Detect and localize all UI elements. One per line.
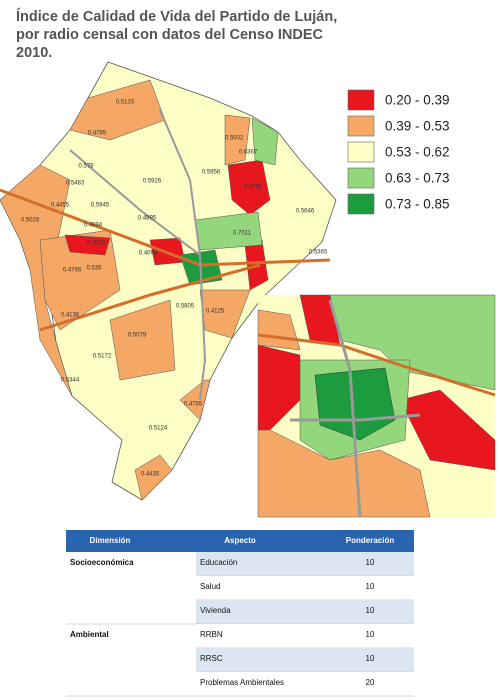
road [290, 413, 421, 422]
legend-label: 0.53 - 0.62 [385, 145, 450, 160]
map-label: 0.4792 [244, 185, 263, 191]
region-orange [224, 114, 251, 166]
dimension-cell: Socioeconómica [70, 558, 134, 567]
map-label: 0.5945 [91, 203, 110, 209]
map-label: 0.4785 [88, 131, 107, 137]
map-label: 0.4094 [139, 251, 158, 257]
title: Índice de Calidad de Vida del Partido de… [16, 9, 338, 61]
region-orange [134, 454, 173, 501]
region-orange [0, 164, 73, 397]
legend-swatch [347, 89, 375, 111]
legend-label: 0.39 - 0.53 [385, 119, 450, 134]
cell: 20 [366, 678, 375, 687]
row-bg [196, 648, 414, 672]
cell: 10 [366, 654, 375, 663]
region-red [227, 159, 271, 216]
row-bg [196, 672, 414, 696]
cell: RRSC [200, 654, 223, 663]
region-orange [257, 429, 431, 518]
map-label: 0.3613 [87, 241, 106, 247]
map-label: 0.7011 [233, 231, 252, 237]
legend-swatch [347, 115, 375, 137]
cell: Problemas Ambientales [200, 678, 284, 687]
region-red [257, 344, 301, 431]
legend-label: 0.73 - 0.85 [385, 197, 450, 212]
cell: Salud [200, 582, 220, 591]
map-label: 0.4994 [84, 223, 103, 229]
column-header: Dimensión [90, 536, 131, 545]
legend: 0.20 - 0.39 0.39 - 0.53 0.53 - 0.62 0.63 - … [347, 89, 450, 215]
road [0, 188, 331, 267]
map-label: 0.5646 [296, 209, 315, 215]
legend-label: 0.63 - 0.73 [385, 171, 450, 186]
map-label: 0.5028 [21, 218, 40, 224]
region-orange [179, 379, 211, 421]
region-orange [69, 79, 166, 141]
region-red [64, 234, 111, 256]
road [159, 109, 201, 256]
road [39, 263, 261, 332]
map-label: 0.4455 [51, 203, 70, 209]
map-label: 0.5002 [225, 136, 244, 142]
row-bg [196, 600, 414, 624]
map-label: 0.535 [86, 266, 102, 272]
cell: Vivienda [200, 606, 231, 615]
region-green [251, 117, 279, 166]
map-label: 0.5133 [116, 100, 135, 106]
map-label: 0.4435 [141, 472, 160, 478]
cell: 10 [366, 558, 375, 567]
cell: RRBN [200, 630, 223, 639]
map-label: 0.5124 [149, 426, 168, 432]
legend-swatch [347, 193, 375, 215]
table: Dimensión Aspecto Ponderación Socioeconómic… [66, 530, 414, 697]
map-label: 0.4785 [184, 402, 203, 408]
inset-map [257, 294, 496, 518]
cell: 10 [366, 582, 375, 591]
map-label: 0.5926 [143, 179, 162, 185]
region-red [399, 389, 496, 471]
map-label: 0.4895 [138, 216, 157, 222]
legend-swatch [347, 167, 375, 189]
column-header: Ponderación [346, 536, 395, 545]
map-label: 0.5365 [309, 250, 328, 256]
road [257, 333, 496, 397]
map-label: 0.578 [78, 164, 94, 170]
region-orange [109, 299, 176, 381]
cell: 10 [366, 630, 375, 639]
cell: 10 [366, 606, 375, 615]
table-header-bg [66, 530, 414, 552]
map-label: 0.4136 [61, 313, 80, 319]
map-label: 0.4125 [206, 309, 225, 315]
map-label: 0.6367 [239, 150, 258, 156]
map-label: 0.5956 [202, 170, 221, 176]
map-label: 0.5172 [93, 354, 112, 360]
map-label: 0.4766 [63, 268, 82, 274]
legend-label: 0.20 - 0.39 [385, 93, 450, 108]
map-label: 0.5344 [61, 378, 80, 384]
cell: Educación [200, 558, 237, 567]
map-label: 0.5079 [128, 333, 147, 339]
main-map [0, 61, 337, 501]
map-label: 0.5483 [66, 181, 85, 187]
road [328, 299, 362, 518]
row-bg [196, 552, 414, 576]
region-dark-green [314, 367, 396, 441]
row-bg [196, 624, 414, 648]
column-header: Aspecto [224, 536, 256, 545]
map-label: 0.5805 [176, 304, 195, 310]
legend-swatch [347, 141, 375, 163]
region-orange [39, 229, 121, 331]
map-labels: 0.5133 0.4785 0.5002 0.6367 0.578 0.5483 0.592… [21, 100, 328, 478]
row-bg [196, 576, 414, 600]
dimension-cell: Ambiental [70, 630, 109, 639]
